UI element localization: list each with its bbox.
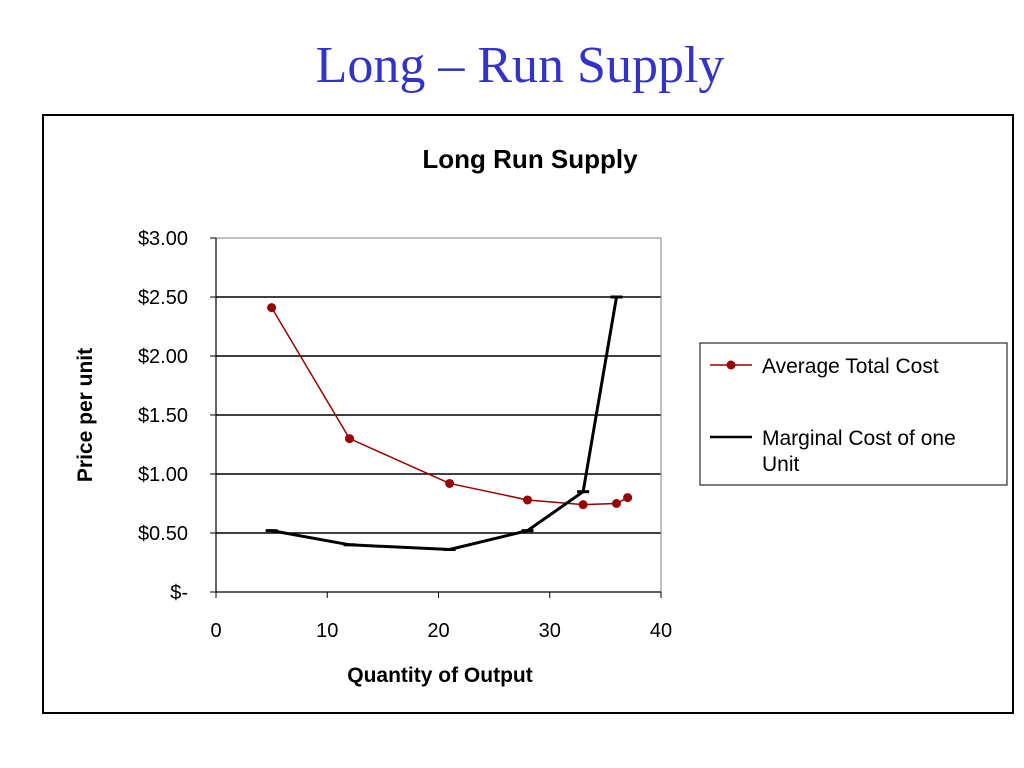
legend: Average Total Cost Marginal Cost of one U… — [699, 342, 1008, 486]
x-tick-label: 20 — [427, 620, 449, 642]
legend-label-marginal-cost: Marginal Cost of one Unit — [762, 427, 956, 476]
chart-title: Long Run Supply — [422, 144, 638, 174]
legend-label-line: Unit — [762, 453, 800, 476]
gridlines — [216, 296, 661, 534]
y-tick-label: $1.50 — [138, 405, 188, 427]
legend-label-line: Marginal Cost of one — [762, 427, 956, 450]
data-point-average-total-cost — [578, 500, 588, 510]
data-point-average-total-cost — [523, 495, 532, 505]
data-point-average-total-cost — [623, 493, 633, 503]
x-tick-label: 30 — [539, 620, 561, 642]
x-axis-title: Quantity of Output — [347, 664, 532, 687]
data-point-average-total-cost — [267, 303, 277, 313]
x-tick-labels: 0 10 20 30 40 — [210, 620, 672, 642]
y-tick-label: $- — [170, 582, 188, 604]
series-line-marginal-cost-of-one-unit — [271, 296, 618, 552]
slide-title: Long – Run Supply — [315, 37, 725, 94]
series-line-average-total-cost — [270, 307, 628, 506]
legend-box — [699, 342, 1008, 486]
y-tick-label: $3.00 — [138, 228, 188, 250]
y-tick-label: $2.50 — [138, 287, 188, 309]
y-tick-label: $0.50 — [138, 523, 188, 545]
chart-frame — [42, 114, 1014, 714]
legend-marker-average-total-cost — [726, 360, 736, 370]
data-point-average-total-cost — [345, 434, 354, 444]
axes — [210, 237, 662, 598]
y-tick-labels: $- $0.50 $1.00 $1.50 $2.00 $2.50 $3.00 — [138, 228, 188, 604]
legend-label-average-total-cost: Average Total Cost — [762, 355, 939, 378]
x-tick-label: 0 — [210, 620, 221, 642]
x-tick-label: 40 — [650, 620, 672, 642]
data-point-average-total-cost — [445, 478, 455, 488]
y-axis-title: Price per unit — [74, 348, 97, 482]
y-tick-label: $1.00 — [138, 464, 188, 486]
series-layer — [265, 295, 633, 552]
y-tick-label: $2.00 — [138, 346, 188, 368]
x-tick-label: 10 — [316, 620, 338, 642]
data-point-average-total-cost — [612, 499, 621, 508]
